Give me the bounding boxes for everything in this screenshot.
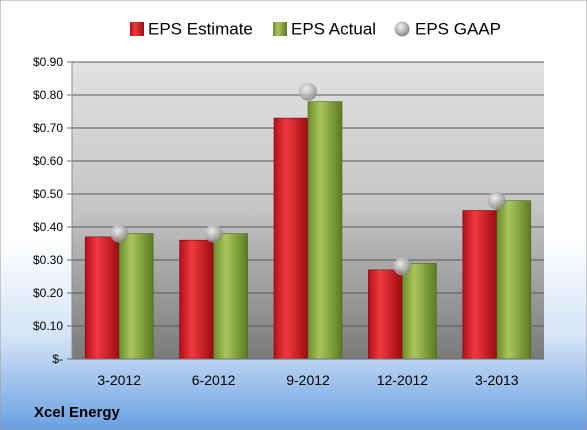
- bar-eps-actual: [402, 262, 437, 360]
- marker-eps-gaap: [487, 191, 506, 210]
- x-tick-label: 6-2012: [192, 372, 236, 388]
- x-tick-label: 9-2012: [286, 372, 330, 388]
- bar-eps-estimate: [368, 269, 403, 360]
- company-name: Xcel Energy: [34, 404, 121, 421]
- bars: [84, 101, 532, 360]
- y-tick-label: $0.10: [33, 319, 63, 333]
- y-tick-label: $0.80: [33, 88, 63, 102]
- bar-eps-estimate: [273, 117, 309, 360]
- marker-eps-gaap: [299, 82, 317, 101]
- y-tick-label: $0.60: [33, 154, 63, 168]
- x-tick-label: 3-2013: [475, 372, 519, 388]
- x-tick-label: 12-2012: [377, 372, 429, 388]
- marker-eps-gaap: [110, 224, 129, 243]
- bar-eps-estimate: [179, 239, 214, 360]
- x-axis-ticks: 3-2012 6-2012 9-2012 12-2012 3-2013: [97, 372, 518, 388]
- bar-eps-estimate: [84, 236, 120, 360]
- legend-swatch-eps-estimate: [130, 22, 144, 36]
- legend-label-eps-estimate: EPS Estimate: [148, 20, 253, 39]
- y-tick-label: $0.30: [33, 253, 63, 267]
- bar-eps-actual: [213, 233, 248, 360]
- legend-label-eps-actual: EPS Actual: [291, 20, 376, 39]
- bar-eps-estimate: [462, 210, 498, 360]
- bar-eps-actual: [307, 101, 343, 360]
- legend-swatch-eps-gaap: [394, 21, 410, 37]
- y-axis-ticks: $0.90 $0.80 $0.70 $0.60 $0.50 $0.40 $0.30 $0.20…: [33, 55, 72, 366]
- y-tick-label: $-: [52, 352, 63, 366]
- y-tick-label: $0.40: [33, 220, 63, 234]
- legend: EPS Estimate EPS Actual EPS GAAP: [130, 20, 501, 39]
- marker-eps-gaap: [204, 224, 223, 243]
- x-tick-label: 3-2012: [97, 372, 141, 388]
- y-tick-label: $0.20: [33, 286, 63, 300]
- gaap-markers: [110, 82, 506, 276]
- legend-label-eps-gaap: EPS GAAP: [415, 20, 501, 39]
- bar-eps-actual: [496, 200, 532, 360]
- marker-eps-gaap: [393, 257, 412, 276]
- y-tick-label: $0.70: [33, 121, 63, 135]
- y-tick-label: $0.90: [33, 55, 63, 69]
- legend-swatch-eps-actual: [273, 22, 287, 36]
- y-tick-label: $0.50: [33, 187, 63, 201]
- bar-eps-actual: [118, 233, 154, 360]
